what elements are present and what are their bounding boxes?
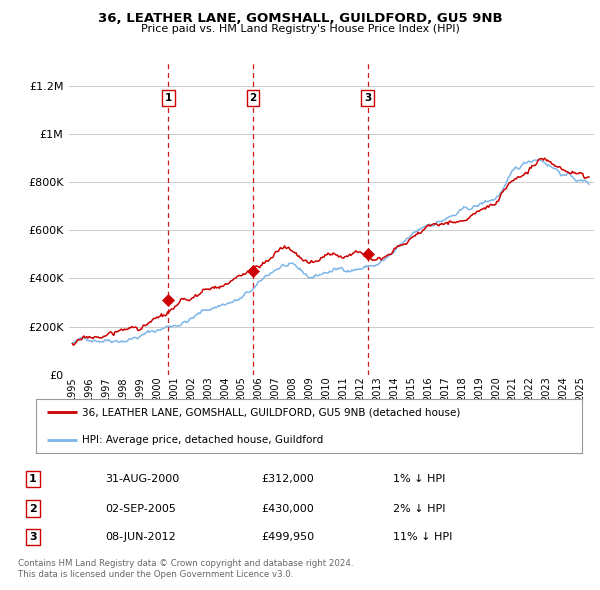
Text: 2: 2: [250, 93, 257, 103]
Text: 2% ↓ HPI: 2% ↓ HPI: [393, 504, 445, 513]
Text: 1% ↓ HPI: 1% ↓ HPI: [393, 474, 445, 484]
Text: 02-SEP-2005: 02-SEP-2005: [105, 504, 176, 513]
Text: £499,950: £499,950: [261, 532, 314, 542]
Text: Price paid vs. HM Land Registry's House Price Index (HPI): Price paid vs. HM Land Registry's House …: [140, 24, 460, 34]
Text: HPI: Average price, detached house, Guildford: HPI: Average price, detached house, Guil…: [82, 435, 323, 444]
Text: This data is licensed under the Open Government Licence v3.0.: This data is licensed under the Open Gov…: [18, 571, 293, 579]
Text: 2: 2: [29, 504, 37, 513]
Text: 36, LEATHER LANE, GOMSHALL, GUILDFORD, GU5 9NB (detached house): 36, LEATHER LANE, GOMSHALL, GUILDFORD, G…: [82, 408, 461, 417]
Text: 31-AUG-2000: 31-AUG-2000: [105, 474, 179, 484]
Text: 36, LEATHER LANE, GOMSHALL, GUILDFORD, GU5 9NB: 36, LEATHER LANE, GOMSHALL, GUILDFORD, G…: [98, 12, 502, 25]
Text: 1: 1: [165, 93, 172, 103]
Text: 3: 3: [364, 93, 371, 103]
Text: 11% ↓ HPI: 11% ↓ HPI: [393, 532, 452, 542]
Text: 08-JUN-2012: 08-JUN-2012: [105, 532, 176, 542]
Text: £430,000: £430,000: [261, 504, 314, 513]
Text: Contains HM Land Registry data © Crown copyright and database right 2024.: Contains HM Land Registry data © Crown c…: [18, 559, 353, 568]
Text: 3: 3: [29, 532, 37, 542]
Text: £312,000: £312,000: [261, 474, 314, 484]
Text: 1: 1: [29, 474, 37, 484]
